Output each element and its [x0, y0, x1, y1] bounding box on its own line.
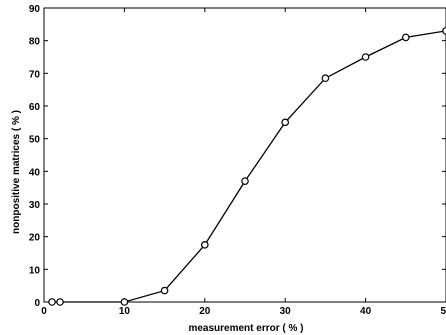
- data-point: [241, 177, 249, 185]
- data-point: [120, 298, 129, 306]
- x-tick-label: 0: [41, 306, 47, 317]
- y-tick-label: 10: [29, 265, 41, 276]
- axes: [43, 7, 446, 303]
- data-point: [48, 298, 56, 306]
- x-tick-label: 40: [360, 306, 372, 317]
- data-point: [281, 118, 290, 127]
- y-tick-label: 20: [29, 233, 41, 244]
- y-axis-label: nonpositive matrices ( % ): [11, 110, 22, 234]
- data-point: [401, 33, 410, 42]
- data-point: [160, 286, 169, 295]
- tick-marks: [43, 7, 446, 303]
- series-line: [52, 30, 446, 303]
- x-tick-label: 30: [280, 306, 292, 317]
- data-point: [56, 298, 64, 306]
- y-tick-label: 60: [29, 102, 41, 113]
- x-axis-label: measurement error ( % ): [188, 323, 303, 334]
- y-tick-label: 90: [29, 4, 41, 15]
- y-tick-label: 0: [34, 298, 40, 309]
- y-tick-label: 80: [29, 37, 41, 48]
- plot-frame: [43, 7, 446, 303]
- data-point: [361, 53, 370, 61]
- y-tick-label: 30: [29, 200, 41, 211]
- x-tick-label: 5: [440, 306, 446, 317]
- series-group: [48, 27, 446, 306]
- y-tick-label: 70: [29, 69, 41, 80]
- x-tick-label: 20: [199, 306, 211, 317]
- y-tick-label: 40: [29, 167, 41, 178]
- x-tick-label: 10: [119, 306, 131, 317]
- data-point: [201, 241, 209, 249]
- y-tick-label: 50: [29, 135, 41, 146]
- data-point: [321, 74, 330, 83]
